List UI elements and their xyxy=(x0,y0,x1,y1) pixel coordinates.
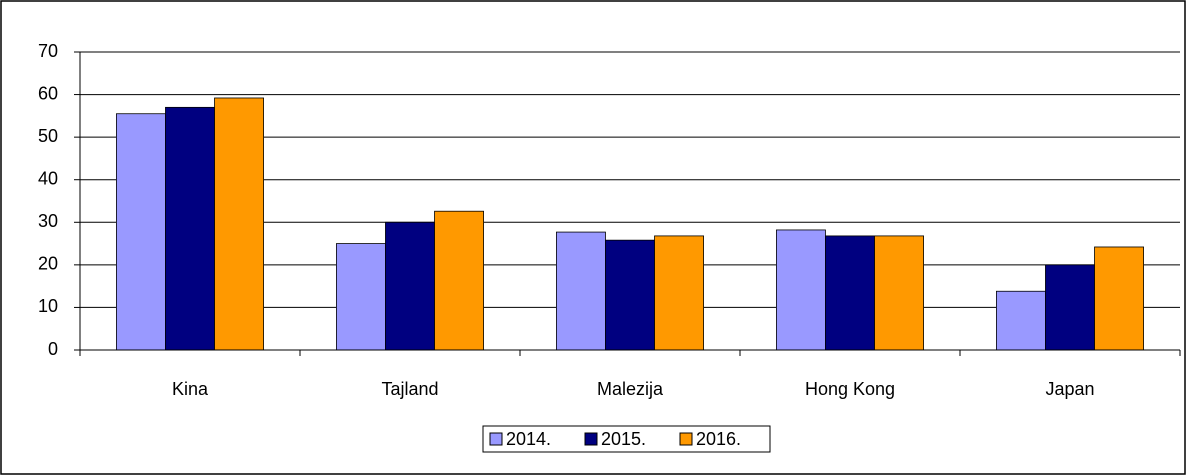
bar xyxy=(116,113,166,351)
x-tick-label: Hong Kong xyxy=(805,379,895,399)
bar xyxy=(874,235,924,351)
y-tick-label: 40 xyxy=(38,168,58,188)
bar xyxy=(336,243,386,351)
legend-swatch xyxy=(489,432,503,446)
bar xyxy=(996,290,1046,351)
y-tick-label: 60 xyxy=(38,83,58,103)
legend-label: 2016. xyxy=(696,429,741,449)
x-tick-label: Kina xyxy=(172,379,209,399)
x-tick-label: Malezija xyxy=(597,379,664,399)
bar xyxy=(556,231,606,351)
legend-label: 2015. xyxy=(601,429,646,449)
bar xyxy=(1094,246,1144,351)
bar xyxy=(825,235,875,351)
bar xyxy=(654,235,704,351)
y-tick-label: 70 xyxy=(38,41,58,61)
y-tick-label: 0 xyxy=(48,339,58,359)
y-tick-label: 30 xyxy=(38,211,58,231)
legend-label: 2014. xyxy=(506,429,551,449)
y-tick-label: 20 xyxy=(38,254,58,274)
bar xyxy=(605,239,655,351)
legend-box xyxy=(482,425,771,453)
bar xyxy=(776,229,826,351)
bar xyxy=(1045,264,1095,351)
bar xyxy=(385,221,435,351)
x-tick-label: Tajland xyxy=(381,379,438,399)
bar xyxy=(165,106,215,351)
x-tick-label: Japan xyxy=(1045,379,1094,399)
y-tick-label: 50 xyxy=(38,126,58,146)
legend-swatch xyxy=(679,432,693,446)
y-tick-label: 10 xyxy=(38,296,58,316)
legend-swatch xyxy=(584,432,598,446)
bar xyxy=(434,210,484,351)
bar xyxy=(214,97,264,351)
